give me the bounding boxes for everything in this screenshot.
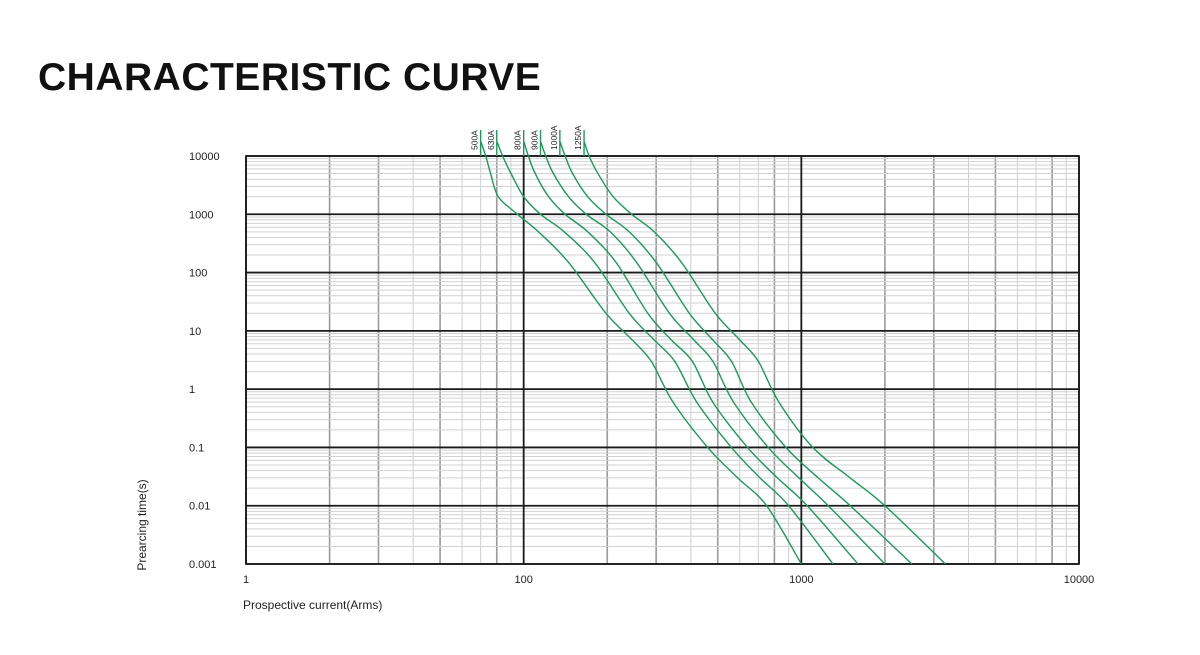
y-tick-label: 0.001 — [189, 559, 217, 571]
x-tick-label: 1 — [243, 574, 249, 586]
page-title: CHARACTERISTIC CURVE — [38, 56, 542, 99]
x-tick-label: 10000 — [1064, 574, 1095, 586]
y-tick-label: 1 — [189, 384, 195, 396]
series-label-1000a: 1000A — [549, 125, 559, 150]
y-tick-label: 0.1 — [189, 442, 204, 454]
x-tick-label: 100 — [514, 574, 532, 586]
series-label-800a: 800A — [513, 130, 523, 150]
series-label-500a: 500A — [470, 130, 480, 150]
series-label-630a: 630A — [486, 130, 496, 150]
series-line-1250a — [583, 142, 946, 564]
series-label-1250a: 1250A — [573, 125, 583, 150]
y-tick-label: 100 — [189, 268, 207, 280]
series-line-1000a — [559, 142, 913, 564]
y-axis-label: Prearcing time(s) — [135, 479, 149, 570]
y-tick-label: 10000 — [189, 151, 220, 163]
series-label-900a: 900A — [530, 130, 540, 150]
x-tick-label: 1000 — [789, 574, 813, 586]
series-group — [480, 142, 946, 564]
x-axis-label: Prospective current(Arms) — [243, 598, 382, 612]
grid — [245, 155, 1080, 565]
series-line-900a — [540, 142, 886, 564]
y-tick-label: 0.01 — [189, 501, 210, 513]
series-line-630a — [496, 142, 834, 564]
y-tick-label: 1000 — [189, 209, 213, 221]
plot-area-border — [245, 155, 1080, 565]
y-tick-label: 10 — [189, 326, 201, 338]
series-line-800a — [523, 142, 859, 564]
series-line-500a — [480, 142, 802, 564]
